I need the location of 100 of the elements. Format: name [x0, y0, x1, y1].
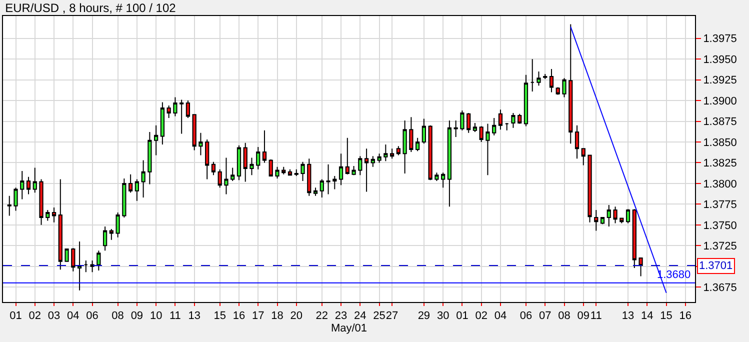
candlestick [460, 110, 464, 131]
y-tick-label: 1.3775 [703, 199, 737, 212]
candlestick [422, 118, 426, 144]
x-tick-label: 16 [232, 310, 246, 322]
x-tick-label: 23 [334, 310, 348, 322]
candlestick [600, 216, 605, 225]
candlestick [390, 148, 394, 160]
candlestick [626, 208, 630, 224]
candlestick [230, 167, 235, 182]
candlestick [454, 120, 458, 138]
x-tick-label: 08 [112, 310, 124, 322]
candlestick [307, 158, 312, 196]
candlestick [402, 120, 407, 174]
candlestick [594, 209, 598, 232]
y-tick-label: 1.3900 [703, 95, 737, 108]
candlestick [574, 124, 580, 160]
candlestick [511, 112, 516, 128]
candlestick [173, 96, 178, 117]
candlestick [102, 226, 108, 252]
candlestick [14, 187, 18, 212]
candlestick [256, 146, 260, 170]
candlestick [198, 132, 203, 156]
x-tick-label: 08 [558, 310, 570, 322]
y-tick-label: 1.3925 [703, 74, 737, 87]
candlestick [620, 218, 624, 224]
candlestick [632, 208, 636, 269]
candlestick [486, 123, 490, 176]
candlestick [364, 148, 369, 192]
candlestick [332, 175, 337, 190]
candlestick [428, 124, 432, 181]
y-tick-label: 1.3800 [703, 178, 737, 190]
x-tick-label: 15 [214, 310, 226, 322]
candlestick [377, 153, 382, 164]
candlestick [96, 250, 101, 271]
candlestick [243, 142, 248, 182]
candlestick [116, 212, 120, 238]
y-tick-label: 1.3675 [703, 282, 737, 294]
x-tick-label: 17 [252, 310, 264, 322]
candlestick [556, 86, 560, 96]
candlestick [128, 174, 133, 194]
x-tick-label: 01 [10, 310, 22, 322]
x-tick-label: 29 [418, 310, 430, 322]
x-tick-label: 13 [622, 310, 634, 322]
x-tick-label: 24 [354, 310, 366, 322]
x-tick-label: 04 [67, 310, 80, 322]
candlestick [326, 164, 330, 195]
candlestick [282, 166, 286, 175]
candlestick [313, 187, 318, 196]
ref-line-label: 1.3701 [699, 260, 733, 272]
candlestick [352, 166, 356, 176]
candlestick [524, 74, 528, 127]
candlestick [84, 260, 88, 273]
x-tick-label: 16 [679, 310, 692, 322]
candlestick [250, 157, 254, 176]
x-tick-label: 11 [169, 310, 181, 322]
x-tick-label: 06 [520, 310, 532, 322]
candlestick [218, 168, 222, 188]
candlestick [154, 124, 158, 156]
x-tick-label: 22 [316, 310, 328, 322]
x-tick-label: 11 [590, 310, 602, 322]
x-tick-label: 09 [577, 310, 590, 322]
candlestick [186, 100, 190, 118]
y-tick-label: 1.3825 [703, 158, 737, 170]
candlestick [518, 113, 522, 124]
y-tick-label: 1.3725 [703, 240, 737, 252]
x-tick-label: 04 [494, 310, 507, 322]
x-axis-title: May/01 [330, 322, 368, 334]
candlestick [224, 157, 228, 195]
candlestick [320, 178, 324, 198]
candlestick [472, 122, 478, 133]
candlestick [58, 178, 62, 270]
candlestick [396, 146, 400, 156]
y-tick-label: 1.3850 [703, 136, 737, 149]
candlestick [345, 137, 350, 175]
x-tick-label: 15 [660, 310, 672, 322]
x-tick-label: 30 [436, 310, 450, 322]
candlestick [148, 132, 152, 185]
candlestick [568, 24, 573, 144]
candlestick [492, 117, 496, 136]
candlestick [262, 130, 267, 164]
candlestick [549, 68, 554, 93]
y-tick-label: 1.3975 [703, 33, 737, 46]
x-tick-label: 09 [130, 310, 144, 322]
candlestick [504, 122, 509, 131]
candlestick [52, 207, 56, 223]
candlestick [606, 204, 611, 228]
candlestick [338, 153, 344, 186]
candlestick [581, 148, 586, 166]
x-tick-label: 03 [48, 310, 60, 322]
candlestick [384, 144, 388, 162]
x-tick-label: 14 [641, 310, 654, 322]
candlestick [370, 156, 375, 168]
candlestick [543, 74, 548, 80]
candlestick [409, 116, 414, 152]
candlestick [416, 137, 420, 152]
candlestick [205, 139, 210, 180]
candlestick [160, 102, 165, 145]
chart-title: EUR/USD , 8 hours, # 100 / 102 [5, 1, 176, 16]
x-tick-label: 02 [475, 310, 488, 322]
candlestick [64, 248, 69, 262]
